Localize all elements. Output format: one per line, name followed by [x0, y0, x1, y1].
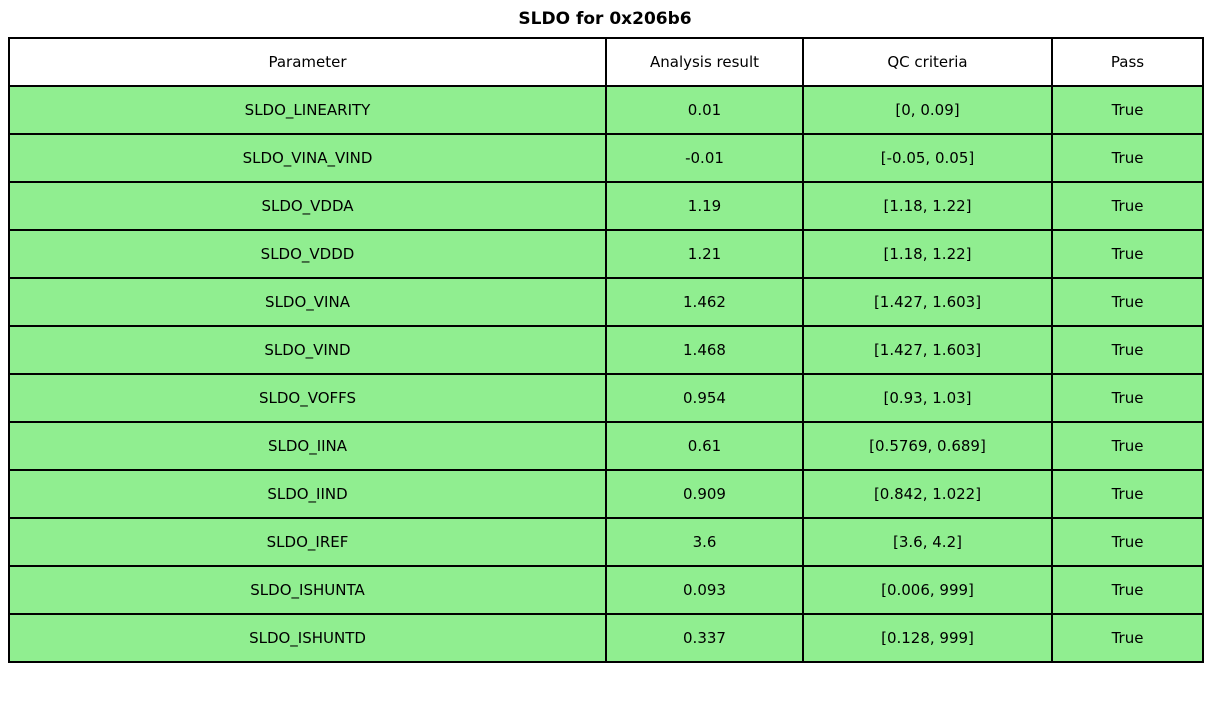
cell-qc-criteria: [3.6, 4.2]: [802, 517, 1053, 567]
cell-pass: True: [1051, 229, 1204, 279]
cell-qc-criteria: [0.006, 999]: [802, 565, 1053, 615]
cell-pass: True: [1051, 421, 1204, 471]
cell-pass: True: [1051, 517, 1204, 567]
cell-parameter: SLDO_IREF: [8, 517, 607, 567]
cell-qc-criteria: [1.18, 1.22]: [802, 181, 1053, 231]
table-row: SLDO_IINA 0.61 [0.5769, 0.689] True: [8, 421, 1204, 471]
table-row: SLDO_VINA_VIND -0.01 [-0.05, 0.05] True: [8, 133, 1204, 183]
cell-analysis-result: 0.61: [605, 421, 804, 471]
cell-analysis-result: 3.6: [605, 517, 804, 567]
cell-parameter: SLDO_VINA_VIND: [8, 133, 607, 183]
table-row: SLDO_ISHUNTA 0.093 [0.006, 999] True: [8, 565, 1204, 615]
cell-qc-criteria: [0.128, 999]: [802, 613, 1053, 663]
cell-parameter: SLDO_LINEARITY: [8, 85, 607, 135]
table-row: SLDO_LINEARITY 0.01 [0, 0.09] True: [8, 85, 1204, 135]
cell-qc-criteria: [1.427, 1.603]: [802, 325, 1053, 375]
cell-analysis-result: 1.468: [605, 325, 804, 375]
table-row: SLDO_VDDA 1.19 [1.18, 1.22] True: [8, 181, 1204, 231]
table-row: SLDO_ISHUNTD 0.337 [0.128, 999] True: [8, 613, 1204, 663]
cell-analysis-result: 0.337: [605, 613, 804, 663]
cell-qc-criteria: [0.842, 1.022]: [802, 469, 1053, 519]
table-row: SLDO_VOFFS 0.954 [0.93, 1.03] True: [8, 373, 1204, 423]
cell-pass: True: [1051, 469, 1204, 519]
qc-results-table: Parameter Analysis result QC criteria Pa…: [8, 37, 1204, 663]
table-row: SLDO_IREF 3.6 [3.6, 4.2] True: [8, 517, 1204, 567]
cell-parameter: SLDO_ISHUNTA: [8, 565, 607, 615]
cell-analysis-result: 1.21: [605, 229, 804, 279]
table-row: SLDO_IIND 0.909 [0.842, 1.022] True: [8, 469, 1204, 519]
cell-parameter: SLDO_IIND: [8, 469, 607, 519]
column-header-pass: Pass: [1051, 37, 1204, 87]
cell-parameter: SLDO_VDDD: [8, 229, 607, 279]
cell-pass: True: [1051, 277, 1204, 327]
cell-analysis-result: 0.909: [605, 469, 804, 519]
table-row: SLDO_VIND 1.468 [1.427, 1.603] True: [8, 325, 1204, 375]
cell-pass: True: [1051, 325, 1204, 375]
column-header-qc-criteria: QC criteria: [802, 37, 1053, 87]
cell-qc-criteria: [1.18, 1.22]: [802, 229, 1053, 279]
cell-pass: True: [1051, 133, 1204, 183]
cell-analysis-result: -0.01: [605, 133, 804, 183]
cell-pass: True: [1051, 373, 1204, 423]
header-row: Parameter Analysis result QC criteria Pa…: [8, 37, 1204, 87]
cell-pass: True: [1051, 181, 1204, 231]
cell-pass: True: [1051, 85, 1204, 135]
cell-parameter: SLDO_VDDA: [8, 181, 607, 231]
cell-analysis-result: 0.093: [605, 565, 804, 615]
cell-analysis-result: 1.19: [605, 181, 804, 231]
cell-analysis-result: 0.01: [605, 85, 804, 135]
cell-pass: True: [1051, 565, 1204, 615]
column-header-parameter: Parameter: [8, 37, 607, 87]
cell-qc-criteria: [1.427, 1.603]: [802, 277, 1053, 327]
cell-parameter: SLDO_IINA: [8, 421, 607, 471]
cell-qc-criteria: [0.5769, 0.689]: [802, 421, 1053, 471]
cell-qc-criteria: [0, 0.09]: [802, 85, 1053, 135]
cell-analysis-result: 0.954: [605, 373, 804, 423]
cell-qc-criteria: [-0.05, 0.05]: [802, 133, 1053, 183]
cell-parameter: SLDO_VINA: [8, 277, 607, 327]
cell-pass: True: [1051, 613, 1204, 663]
table-row: SLDO_VINA 1.462 [1.427, 1.603] True: [8, 277, 1204, 327]
table-row: SLDO_VDDD 1.21 [1.18, 1.22] True: [8, 229, 1204, 279]
cell-parameter: SLDO_VOFFS: [8, 373, 607, 423]
cell-parameter: SLDO_ISHUNTD: [8, 613, 607, 663]
cell-parameter: SLDO_VIND: [8, 325, 607, 375]
cell-analysis-result: 1.462: [605, 277, 804, 327]
column-header-analysis-result: Analysis result: [605, 37, 804, 87]
page-title: SLDO for 0x206b6: [518, 9, 692, 29]
cell-qc-criteria: [0.93, 1.03]: [802, 373, 1053, 423]
